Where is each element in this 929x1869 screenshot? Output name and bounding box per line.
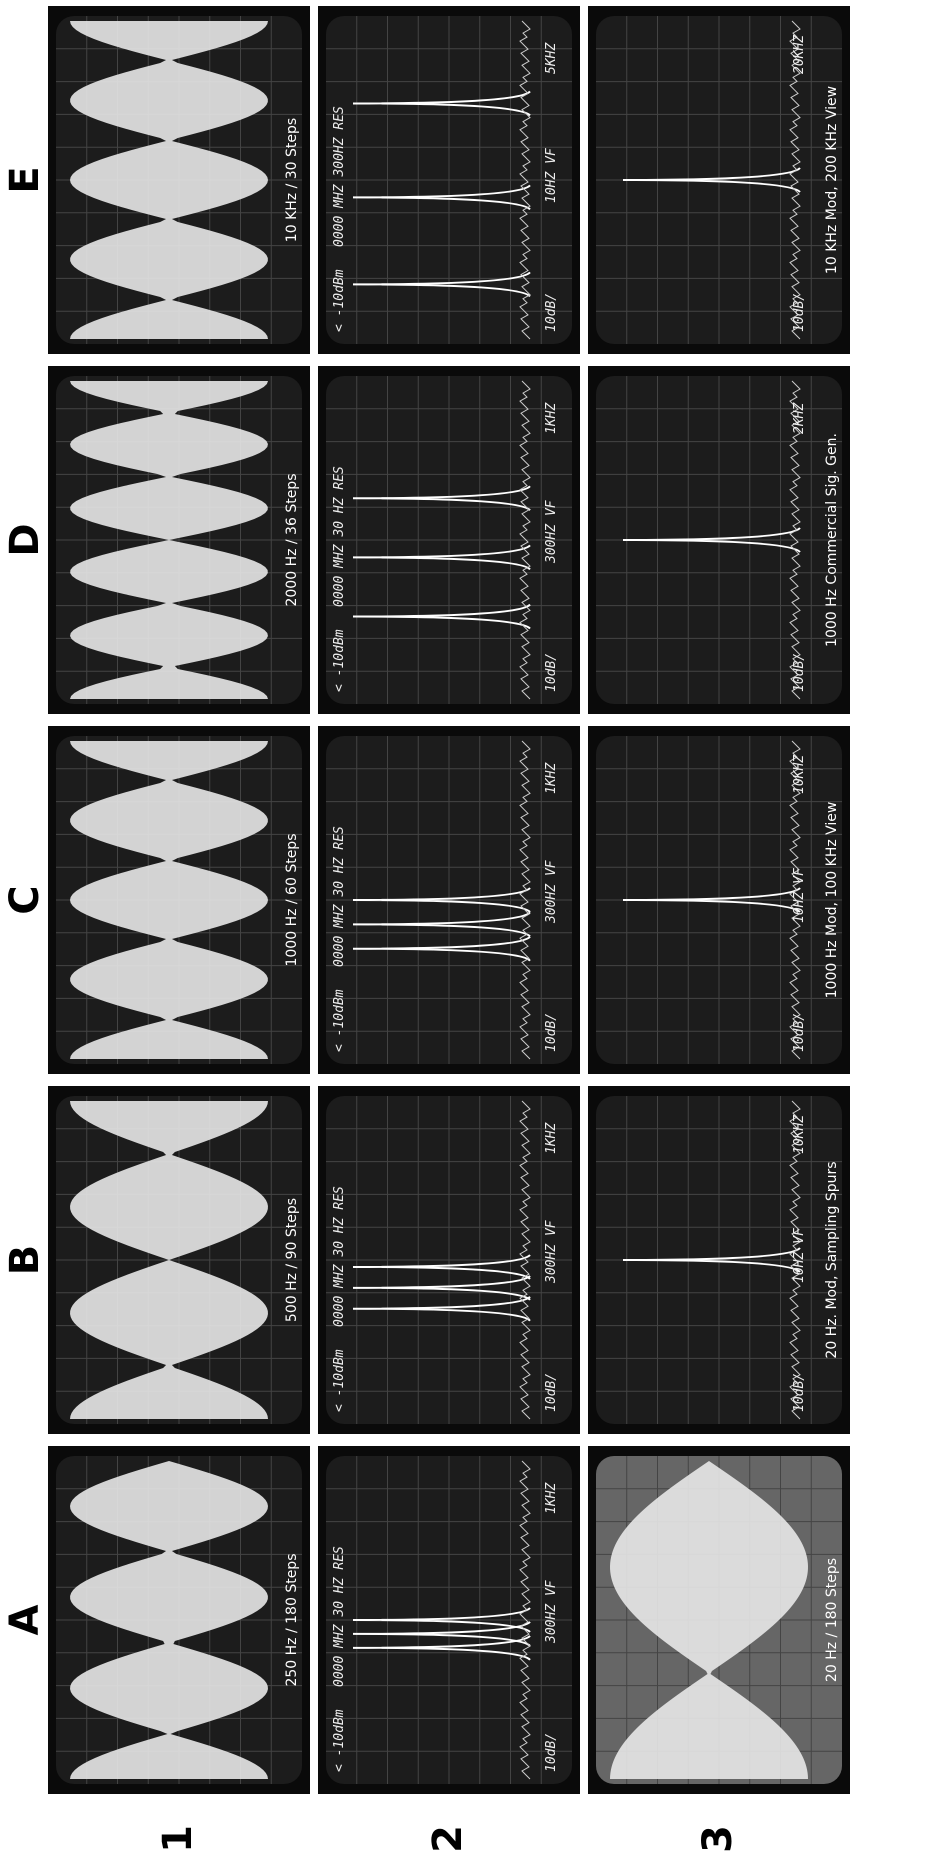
screen-text: 1KHZ (544, 763, 559, 794)
screen-text: 10dB/ (792, 293, 807, 332)
photo-panel: 10dB/2KHZ 1000 Hz Commercial Sig. Gen. (588, 366, 850, 714)
photo-panel: < -10dBm 0000 MHZ 300HZ RES 10dB/10HZ VF 5K… (318, 6, 580, 354)
screen (48, 726, 310, 1074)
photo-panel: 10dB/10HZ VF 10KHZ 1000 Hz Mod, 100 KHz Vi… (588, 726, 850, 1074)
screen-text: < -10dBm (332, 1349, 347, 1412)
screen-text: 10HZ VF (544, 148, 559, 203)
photo-panel: 250 Hz / 180 Steps (48, 1446, 310, 1794)
screen-text: 10dB/ (544, 1733, 559, 1772)
row-label: 3 (695, 1809, 741, 1869)
figure-grid: ABCDE 1 2 3 250 Hz / 180 Steps 500 Hz / 90 St… (0, 0, 929, 1869)
screen (318, 1446, 580, 1794)
screen-text: 300HZ VF (544, 860, 559, 923)
caption: 1000 Hz Mod, 100 KHz View (824, 726, 840, 1074)
row-label: 1 (155, 1809, 201, 1869)
screen (588, 1086, 850, 1434)
row-label: 2 (425, 1809, 471, 1869)
screen-text: 10dB/ (544, 293, 559, 332)
screen (588, 6, 850, 354)
screen-text: 2KHZ (792, 403, 807, 434)
screen-text: 1KHZ (544, 1483, 559, 1514)
page: ABCDE 1 2 3 250 Hz / 180 Steps 500 Hz / 90 St… (0, 0, 929, 1869)
screen (588, 726, 850, 1074)
photo-panel: 10 KHz / 30 Steps (48, 6, 310, 354)
screen-text: < -10dBm (332, 1709, 347, 1772)
screen-text: 300HZ VF (544, 500, 559, 563)
screen-text: 20KHZ (792, 35, 807, 74)
screen-text: < -10dBm (332, 989, 347, 1052)
caption: 1000 Hz Commercial Sig. Gen. (824, 366, 840, 714)
screen-text: 10dB/ (544, 1013, 559, 1052)
screen-text: 10KHZ (792, 755, 807, 794)
screen-text: 300HZ VF (544, 1580, 559, 1643)
caption: 250 Hz / 180 Steps (284, 1446, 300, 1794)
screen-text: 0000 MHZ 30 HZ RES (332, 1546, 347, 1687)
screen-text: 10KHZ (792, 1115, 807, 1154)
photo-panel: < -10dBm 0000 MHZ 30 HZ RES 10dB/300HZ VF 1… (318, 1086, 580, 1434)
screen (318, 726, 580, 1074)
screen (48, 366, 310, 714)
caption: 2000 Hz / 36 Steps (284, 366, 300, 714)
caption: 20 Hz. Mod, Sampling Spurs (824, 1086, 840, 1434)
screen-text: 10HZ VF (792, 1228, 807, 1283)
screen-text: 10dB/ (544, 653, 559, 692)
screen (48, 1086, 310, 1434)
screen (48, 6, 310, 354)
screen (318, 366, 580, 714)
column-label: B (2, 1080, 48, 1440)
photo-panel: 500 Hz / 90 Steps (48, 1086, 310, 1434)
screen-text: 10dB/ (792, 1373, 807, 1412)
column-label: C (2, 720, 48, 1080)
screen-text: 0000 MHZ 30 HZ RES (332, 466, 347, 607)
column-label: E (2, 0, 48, 360)
screen-text: 1KHZ (544, 1123, 559, 1154)
screen-text: 1KHZ (544, 403, 559, 434)
screen-text: 10dB/ (792, 1013, 807, 1052)
screen-text: < -10dBm (332, 629, 347, 692)
screen-text: 300HZ VF (544, 1220, 559, 1283)
screen-text: 5KHZ (544, 43, 559, 74)
caption: 10 KHz / 30 Steps (284, 6, 300, 354)
photo-panel: 20 Hz / 180 Steps (588, 1446, 850, 1794)
photo-panel: < -10dBm 0000 MHZ 30 HZ RES 10dB/300HZ VF 1… (318, 1446, 580, 1794)
photo-panel: 2000 Hz / 36 Steps (48, 366, 310, 714)
screen (48, 1446, 310, 1794)
photo-panel: 10dB/20KHZ 10 KHz Mod, 200 KHz View (588, 6, 850, 354)
screen (588, 366, 850, 714)
screen-text: 10dB/ (544, 1373, 559, 1412)
caption: 10 KHz Mod, 200 KHz View (824, 6, 840, 354)
screen-text: 10HZ VF (792, 868, 807, 923)
caption: 1000 Hz / 60 Steps (284, 726, 300, 1074)
column-label: A (2, 1440, 48, 1800)
screen-text: < -10dBm (332, 269, 347, 332)
screen-text: 0000 MHZ 30 HZ RES (332, 1186, 347, 1327)
screen (318, 1086, 580, 1434)
photo-panel: < -10dBm 0000 MHZ 30 HZ RES 10dB/300HZ VF 1… (318, 366, 580, 714)
screen-text: 10dB/ (792, 653, 807, 692)
caption: 500 Hz / 90 Steps (284, 1086, 300, 1434)
photo-panel: 1000 Hz / 60 Steps (48, 726, 310, 1074)
screen (588, 1446, 850, 1794)
screen-text: 0000 MHZ 300HZ RES (332, 106, 347, 247)
photo-panel: 10dB/10HZ VF 10KHZ 20 Hz. Mod, Sampling Sp… (588, 1086, 850, 1434)
screen (318, 6, 580, 354)
caption: 20 Hz / 180 Steps (824, 1446, 840, 1794)
photo-panel: < -10dBm 0000 MHZ 30 HZ RES 10dB/300HZ VF 1… (318, 726, 580, 1074)
column-label: D (2, 360, 48, 720)
screen-text: 0000 MHZ 30 HZ RES (332, 826, 347, 967)
